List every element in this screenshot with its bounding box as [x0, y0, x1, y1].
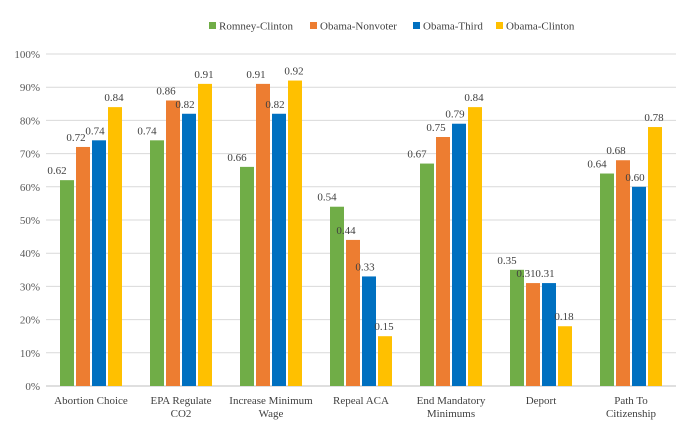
bar-obama-clinton — [558, 326, 572, 386]
x-category-label: Abortion Choice — [54, 395, 128, 407]
data-label: 0.64 — [587, 159, 607, 171]
bar-obama-clinton — [288, 80, 302, 386]
bar-romney-clinton — [330, 206, 344, 386]
data-label: 0.84 — [104, 92, 124, 104]
data-label: 0.33 — [355, 261, 375, 273]
bar-obama-third — [182, 113, 196, 386]
bar-obama-clinton — [108, 107, 122, 387]
data-label: 0.74 — [85, 125, 105, 137]
data-label: 0.91 — [194, 69, 213, 81]
legend-swatch — [413, 22, 420, 29]
legend-label: Romney-Clinton — [219, 21, 293, 33]
legend-label: Obama-Nonvoter — [320, 21, 397, 33]
bar-obama-nonvoter — [436, 137, 450, 386]
data-label: 0.84 — [464, 92, 484, 104]
bar-obama-clinton — [378, 336, 392, 386]
bar-romney-clinton — [150, 140, 164, 386]
data-label: 0.82 — [175, 99, 194, 111]
bar-obama-nonvoter — [526, 283, 540, 386]
data-label: 0.72 — [66, 132, 85, 144]
data-label: 0.15 — [374, 321, 394, 333]
bar-obama-third — [452, 123, 466, 386]
x-category-label: Path To Citizenship — [606, 395, 657, 420]
y-tick-label: 70% — [20, 149, 40, 161]
data-label: 0.75 — [426, 122, 446, 134]
legend-label: Obama-Clinton — [506, 21, 575, 33]
bar-romney-clinton — [240, 166, 254, 386]
bar-romney-clinton — [510, 269, 524, 386]
y-tick-label: 10% — [20, 348, 40, 360]
legend-swatch — [496, 22, 503, 29]
data-label: 0.86 — [156, 85, 176, 97]
y-tick-label: 90% — [20, 82, 40, 94]
data-label: 0.74 — [137, 125, 157, 137]
data-label: 0.31 — [516, 268, 535, 280]
data-label: 0.91 — [246, 69, 265, 81]
bar-obama-clinton — [648, 127, 662, 386]
data-label: 0.18 — [554, 311, 574, 323]
legend-swatch — [209, 22, 216, 29]
gridlines — [46, 53, 676, 387]
y-tick-label: 50% — [20, 215, 40, 227]
data-label: 0.35 — [497, 255, 517, 267]
x-category-label: Repeal ACA — [333, 395, 389, 407]
data-label: 0.44 — [336, 225, 356, 237]
bar-obama-nonvoter — [166, 100, 180, 386]
y-tick-label: 80% — [20, 115, 40, 127]
y-tick-label: 40% — [20, 248, 40, 260]
bar-obama-nonvoter — [76, 146, 90, 386]
bar-obama-clinton — [468, 107, 482, 387]
x-category-label: Deport — [526, 395, 557, 407]
bar-obama-nonvoter — [256, 83, 270, 386]
y-tick-label: 30% — [20, 281, 40, 293]
y-tick-label: 60% — [20, 182, 40, 194]
bar-obama-clinton — [198, 83, 212, 386]
y-tick-label: 100% — [14, 49, 40, 61]
data-label: 0.92 — [284, 66, 303, 78]
data-labels: 0.620.720.740.840.740.860.820.910.660.91… — [47, 66, 664, 334]
y-tick-label: 0% — [25, 381, 40, 393]
bar-obama-nonvoter — [616, 160, 630, 386]
x-axis: Abortion Choice EPA Regulate CO2 Increase M… — [54, 395, 656, 420]
x-category-label: End Mandatory Minimums — [417, 395, 486, 420]
bar-obama-third — [92, 140, 106, 386]
legend-label: Obama-Third — [423, 21, 483, 33]
bars — [60, 80, 662, 387]
bar-obama-third — [272, 113, 286, 386]
y-tick-label: 20% — [20, 315, 40, 327]
bar-romney-clinton — [60, 180, 74, 386]
y-axis: 0% 10% 20% 30% 40% 50% 60% 70% 80% 90% 100% — [14, 49, 40, 393]
data-label: 0.68 — [606, 145, 626, 157]
x-category-label: EPA Regulate CO2 — [150, 395, 211, 420]
data-label: 0.62 — [47, 165, 66, 177]
bar-obama-nonvoter — [346, 239, 360, 386]
bar-romney-clinton — [420, 163, 434, 386]
bar-romney-clinton — [600, 173, 614, 386]
data-label: 0.31 — [535, 268, 554, 280]
data-label: 0.78 — [644, 112, 664, 124]
data-label: 0.82 — [265, 99, 284, 111]
data-label: 0.60 — [625, 172, 645, 184]
data-label: 0.54 — [317, 192, 337, 204]
bar-obama-third — [632, 186, 646, 386]
bar-obama-third — [362, 276, 376, 386]
x-category-label: Increase Minimum Wage — [229, 395, 313, 420]
bar-obama-third — [542, 283, 556, 386]
data-label: 0.79 — [445, 109, 465, 121]
legend-swatch — [310, 22, 317, 29]
data-label: 0.66 — [227, 152, 247, 164]
data-label: 0.67 — [407, 149, 427, 161]
legend: Romney-Clinton Obama-Nonvoter Obama-Third O… — [209, 21, 575, 33]
